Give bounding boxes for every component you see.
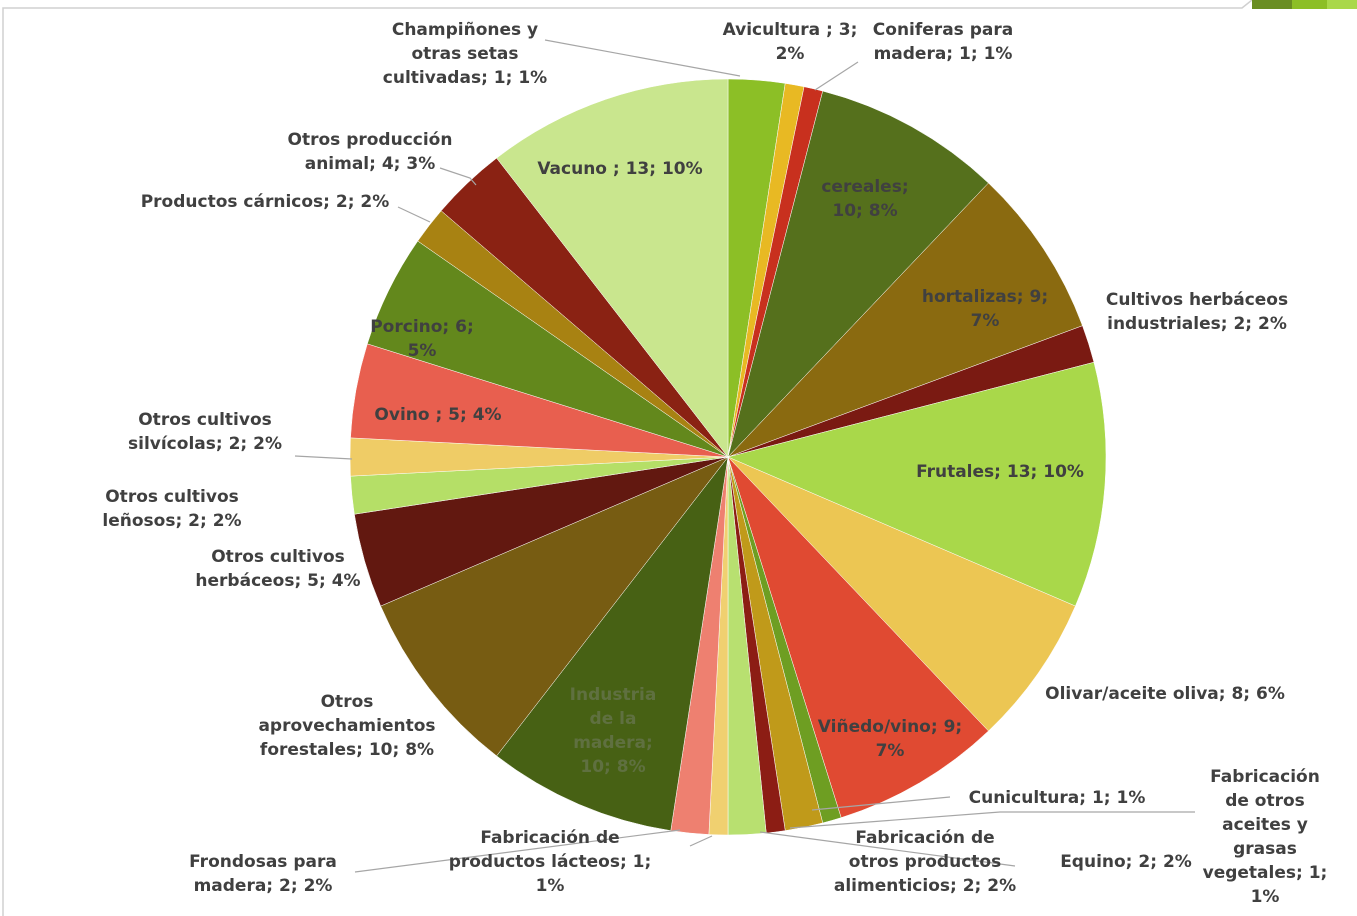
data-label: Frutales; 13; 10% xyxy=(916,462,1084,482)
chart-frame xyxy=(2,0,1253,916)
data-label: Fabricación de otros aceites y grasas ve… xyxy=(1202,767,1328,907)
pie-slice xyxy=(727,456,989,818)
leader-line xyxy=(759,831,1016,867)
leader-line xyxy=(814,61,859,91)
leader-line xyxy=(811,796,951,811)
data-label: Olivar/aceite oliva; 8; 6% xyxy=(1045,684,1285,704)
leader-line xyxy=(397,206,431,223)
pie-slice xyxy=(496,78,729,458)
leader-line xyxy=(544,39,741,77)
data-label: Fabricación de productos lácteos; 1; 1% xyxy=(448,828,652,896)
decoration xyxy=(1292,0,1327,9)
data-label: Otros cultivos herbáceos; 5; 4% xyxy=(195,547,361,591)
data-label: Viñedo/vino; 9; 7% xyxy=(817,717,963,761)
data-label: Porcino; 6; 5% xyxy=(370,317,474,361)
data-label: Frondosas para madera; 2; 2% xyxy=(189,852,337,896)
data-label: Otros aprovechamientos forestales; 10; 8… xyxy=(258,692,436,760)
data-label: cereales; 10; 8% xyxy=(821,177,909,221)
pie-slice xyxy=(727,361,1107,607)
leader-line xyxy=(689,835,713,847)
data-label: Otros cultivos silvícolas; 2; 2% xyxy=(128,410,282,454)
leader-line xyxy=(354,829,681,873)
leader-line xyxy=(294,455,353,460)
data-label: Ovino ; 5; 4% xyxy=(374,405,502,425)
data-label: Productos cárnicos; 2; 2% xyxy=(140,192,390,212)
data-label: Champiñones y otras setas cultivadas; 1;… xyxy=(382,20,548,88)
data-label: Cunicultura; 1; 1% xyxy=(968,788,1146,808)
data-label: Otros cultivos leñosos; 2; 2% xyxy=(102,487,242,531)
pie-slice xyxy=(496,456,729,831)
data-label: Vacuno ; 13; 10% xyxy=(537,159,703,179)
data-label: Avicultura ; 3; 2% xyxy=(722,20,858,64)
data-label: Fabricación de otros productos alimentic… xyxy=(833,828,1017,896)
data-label: Cultivos herbáceos industriales; 2; 2% xyxy=(1105,290,1289,334)
data-label: hortalizas; 9; 7% xyxy=(921,287,1049,331)
pie-slice xyxy=(727,90,989,458)
data-label: Industria de la madera; 10; 8% xyxy=(569,685,657,777)
leader-line xyxy=(789,811,1195,829)
decoration xyxy=(1252,0,1292,9)
pie-slice xyxy=(380,456,729,757)
data-label: Coniferas para madera; 1; 1% xyxy=(872,20,1014,64)
data-label: Otros producción animal; 4; 3% xyxy=(287,130,453,174)
leader-line xyxy=(439,167,477,186)
pie-slice xyxy=(727,182,1083,458)
decoration xyxy=(1327,0,1357,9)
pie-slice xyxy=(727,456,1076,732)
data-label: Equino; 2; 2% xyxy=(1060,852,1192,872)
